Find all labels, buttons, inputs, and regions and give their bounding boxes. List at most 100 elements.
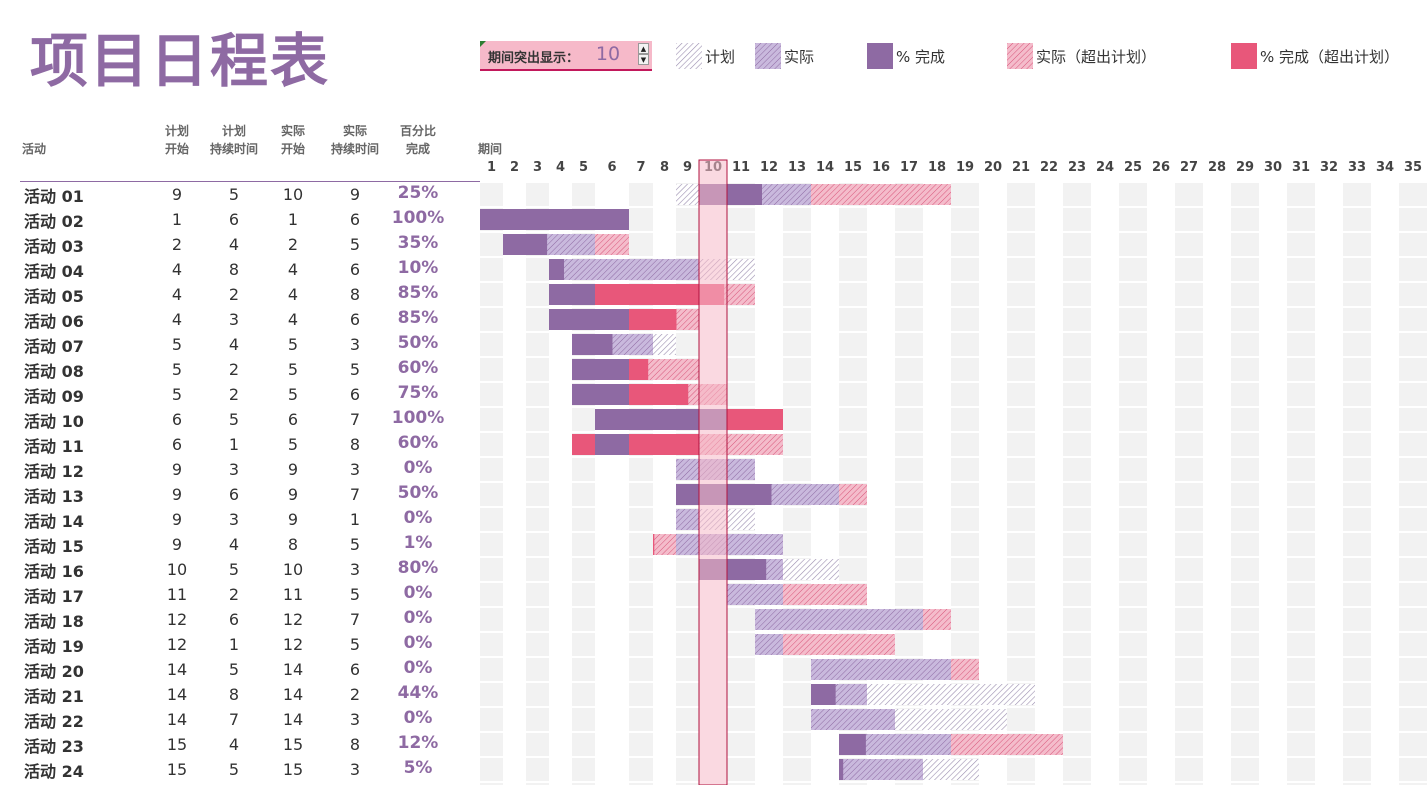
activity-name: 活动 08	[24, 362, 84, 381]
spinner-up-icon[interactable]: ▲	[638, 43, 649, 54]
period-number: 15	[843, 160, 863, 175]
legend-item: 实际（超出计划）	[1007, 42, 1156, 70]
activity-name: 活动 22	[24, 712, 84, 731]
actual-start-cell: 1	[287, 210, 299, 229]
actual-over-bar	[951, 734, 1063, 755]
actual-bar	[839, 759, 923, 780]
actual-start-cell: 15	[282, 760, 304, 779]
plan-start-cell: 10	[166, 560, 188, 579]
plan-duration-cell: 2	[228, 385, 240, 404]
percent-complete-cell: 0%	[403, 658, 433, 678]
activity-name: 活动 17	[24, 587, 84, 606]
actual-bar	[755, 634, 783, 655]
actual-start-cell: 5	[287, 335, 299, 354]
actual-bar	[811, 709, 895, 730]
period-number: 18	[927, 160, 947, 175]
percent-complete-cell: 75%	[397, 383, 439, 403]
actual-start-cell: 10	[282, 560, 304, 579]
percent-complete-bar	[549, 259, 564, 280]
plan-duration-cell: 3	[228, 310, 240, 329]
actual-duration-cell: 5	[349, 360, 361, 379]
period-number: 34	[1375, 160, 1395, 175]
plan-duration-cell: 4	[228, 735, 240, 754]
actual-duration-cell: 7	[349, 410, 361, 429]
actual-over-bar	[923, 609, 951, 630]
actual-start-cell: 8	[287, 535, 299, 554]
percent-complete-cell: 0%	[403, 708, 433, 728]
period-highlight-control[interactable]: 期间突出显示： 10 ▲ ▼	[480, 41, 652, 71]
plan-start-cell: 14	[166, 660, 188, 679]
period-column-shade	[480, 182, 503, 785]
cell-comment-marker	[480, 41, 486, 47]
activity-name: 活动 15	[24, 537, 84, 556]
plan-start-cell: 2	[171, 235, 183, 254]
period-number: 3	[532, 160, 543, 175]
actual-over-bar	[783, 584, 867, 605]
period-column-shade	[1343, 182, 1371, 785]
legend-item: % 完成	[867, 42, 945, 70]
actual-bar	[811, 659, 951, 680]
actual-start-cell: 4	[287, 260, 299, 279]
percent-complete-cell: 0%	[403, 583, 433, 603]
percent-complete-cell: 85%	[397, 283, 439, 303]
actual-bar	[727, 584, 783, 605]
percent-over-bar	[629, 309, 677, 330]
percent-complete-cell: 50%	[397, 483, 439, 503]
actual-over-bar	[811, 184, 951, 205]
activity-name: 活动 23	[24, 737, 84, 756]
percent-complete-bar	[503, 234, 548, 255]
period-number: 30	[1263, 160, 1283, 175]
percent-complete-cell: 12%	[397, 733, 439, 753]
plan-duration-cell: 8	[228, 260, 240, 279]
actual-start-cell: 11	[282, 585, 304, 604]
period-highlight-value[interactable]: 10	[595, 43, 621, 65]
actual-duration-cell: 6	[349, 385, 361, 404]
plan-start-cell: 4	[171, 285, 183, 304]
percent-complete-bar	[572, 334, 613, 355]
activity-name: 活动 14	[24, 512, 84, 531]
percent-complete-cell: 0%	[403, 608, 433, 628]
actual-duration-cell: 3	[349, 560, 361, 579]
actual-bar	[676, 509, 699, 530]
activity-name: 活动 05	[24, 287, 84, 306]
activity-name: 活动 18	[24, 612, 84, 631]
actual-start-cell: 6	[287, 410, 299, 429]
actual-over-bar	[595, 234, 629, 255]
actual-duration-cell: 3	[349, 710, 361, 729]
percent-complete-bar	[595, 409, 727, 430]
plan-duration-cell: 1	[228, 635, 240, 654]
period-number: 35	[1403, 160, 1423, 175]
period-column-shade	[1175, 182, 1203, 785]
plan-duration-cell: 6	[228, 610, 240, 629]
activity-name: 活动 21	[24, 687, 84, 706]
activity-name: 活动 13	[24, 487, 84, 506]
legend-item: % 完成（超出计划）	[1231, 42, 1399, 70]
period-number: 27	[1179, 160, 1199, 175]
percent-complete-cell: 80%	[397, 558, 439, 578]
percent-over-bar	[653, 534, 655, 555]
percent-complete-bar	[595, 434, 629, 455]
percent-solid-swatch	[867, 43, 893, 69]
actual-duration-cell: 7	[349, 610, 361, 629]
actual-start-cell: 10	[282, 185, 304, 204]
period-column-shade	[1287, 182, 1315, 785]
plan-duration-cell: 4	[228, 235, 240, 254]
activity-name: 活动 12	[24, 462, 84, 481]
period-number: 32	[1319, 160, 1339, 175]
plan-start-cell: 9	[171, 460, 183, 479]
percent-over-bar	[629, 384, 689, 405]
plan-duration-cell: 7	[228, 710, 240, 729]
period-column-shade	[1231, 182, 1259, 785]
period-column-shade	[1399, 182, 1427, 785]
actual-over-bar	[839, 484, 867, 505]
actual-start-cell: 14	[282, 660, 304, 679]
activity-name: 活动 10	[24, 412, 84, 431]
plan-start-cell: 1	[171, 210, 183, 229]
actual-bar	[839, 734, 951, 755]
spinner-down-icon[interactable]: ▼	[638, 54, 649, 65]
actual-over-hatch-swatch	[1007, 43, 1033, 69]
activity-name: 活动 19	[24, 637, 84, 656]
period-spinner[interactable]: ▲ ▼	[638, 43, 649, 67]
period-column-shade	[783, 182, 811, 785]
actual-duration-cell: 6	[349, 210, 361, 229]
